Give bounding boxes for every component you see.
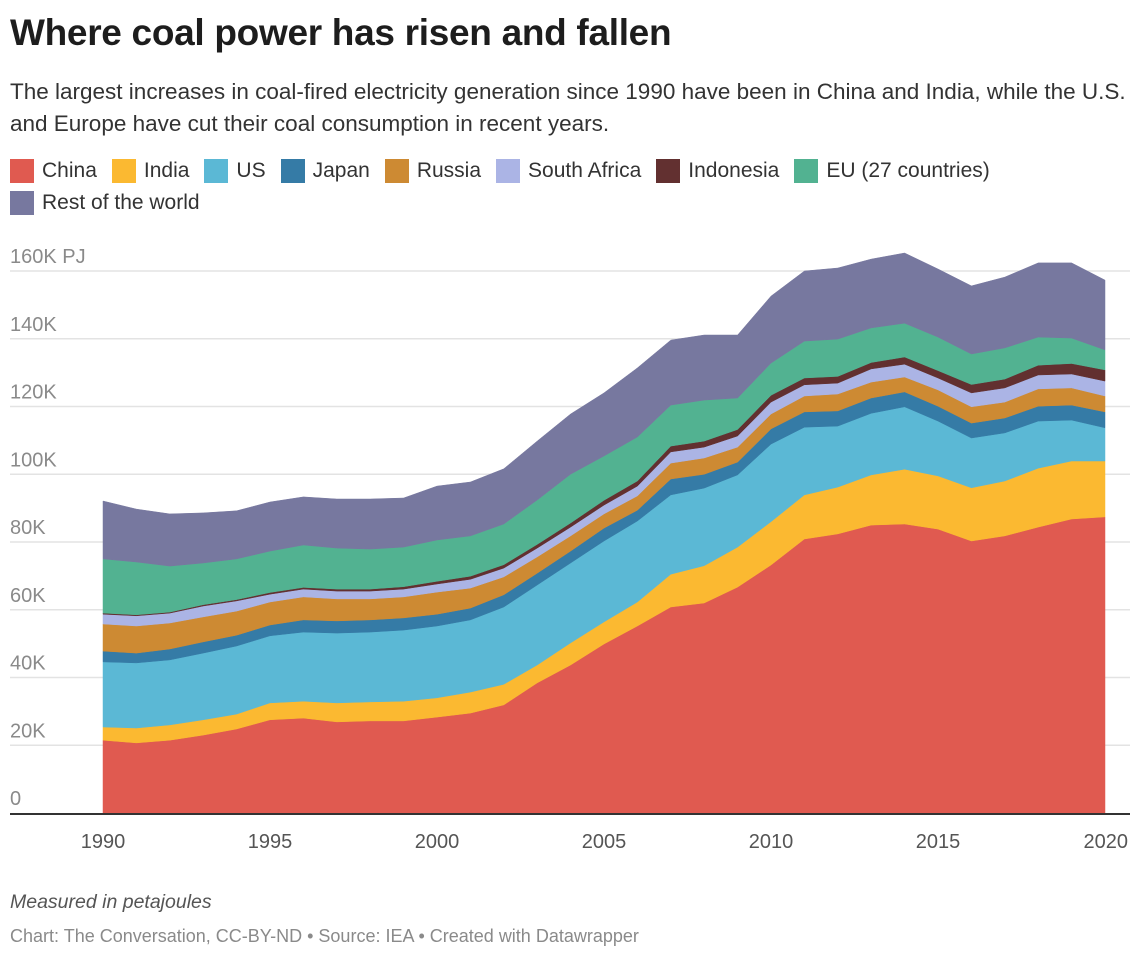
- y-axis: 0 20K 40K 60K 80K 100K 120K 140K 160K PJ: [10, 246, 86, 810]
- legend-swatch: [111, 159, 136, 183]
- legend-swatch: [656, 159, 681, 183]
- legend-label: Japan: [312, 159, 370, 182]
- x-tick-label: 2010: [749, 831, 794, 853]
- y-tick-label: 40K: [10, 653, 46, 675]
- legend-label: US: [236, 159, 266, 182]
- legend-label: China: [42, 159, 97, 182]
- legend-item: EU (27 countries): [794, 159, 990, 183]
- chart-subtitle: The largest increases in coal-fired elec…: [10, 79, 1126, 136]
- x-tick-label: 1990: [81, 831, 126, 853]
- area-rest-of-the-world: [102, 252, 1106, 567]
- legend-item: Russia: [384, 159, 482, 183]
- legend-label: South Africa: [528, 159, 642, 182]
- x-tick-label: 2015: [916, 831, 961, 853]
- legend-label: Rest of the world: [42, 191, 200, 214]
- legend-swatch: [204, 159, 229, 183]
- x-axis: 1990 1995 2000 2005 2010 2015 2020: [10, 813, 1130, 853]
- legend-swatch: [10, 159, 34, 183]
- y-tick-label: 140K: [10, 314, 57, 336]
- y-tick-label: 0: [10, 788, 21, 810]
- y-tick-label: 160K PJ: [10, 246, 86, 268]
- legend-swatch: [384, 159, 409, 183]
- chart-credits: Chart: The Conversation, CC-BY-ND • Sour…: [10, 926, 639, 946]
- y-tick-label: 100K: [10, 449, 57, 471]
- legend-item: India: [111, 159, 190, 183]
- x-tick-label: 1995: [248, 831, 293, 853]
- legend-label: Russia: [416, 159, 482, 182]
- x-tick-label: 2005: [582, 831, 627, 853]
- chart-note: Measured in petajoules: [10, 891, 212, 913]
- legend-label: Indonesia: [688, 159, 780, 182]
- legend-item: Rest of the world: [10, 191, 200, 215]
- chart-title: Where coal power has risen and fallen: [10, 12, 672, 53]
- x-tick-label: 2020: [1084, 831, 1129, 853]
- y-tick-label: 20K: [10, 720, 46, 742]
- legend-label: India: [143, 159, 190, 182]
- legend-item: Indonesia: [656, 159, 779, 183]
- legend-swatch: [496, 159, 521, 183]
- legend-label: EU (27 countries): [826, 159, 990, 182]
- legend-swatch: [280, 159, 305, 183]
- legend-item: Japan: [280, 159, 370, 183]
- y-tick-label: 120K: [10, 382, 57, 404]
- legend: China India US Japan Russia South Africa Indon…: [10, 159, 1130, 215]
- y-tick-label: 60K: [10, 585, 46, 607]
- legend-item: South Africa: [496, 159, 641, 183]
- areas: [102, 252, 1106, 814]
- x-tick-label: 2000: [415, 831, 460, 853]
- y-tick-label: 80K: [10, 517, 46, 539]
- legend-swatch: [10, 191, 34, 215]
- legend-item: China: [10, 159, 97, 183]
- legend-swatch: [794, 159, 819, 183]
- legend-item: US: [204, 159, 266, 183]
